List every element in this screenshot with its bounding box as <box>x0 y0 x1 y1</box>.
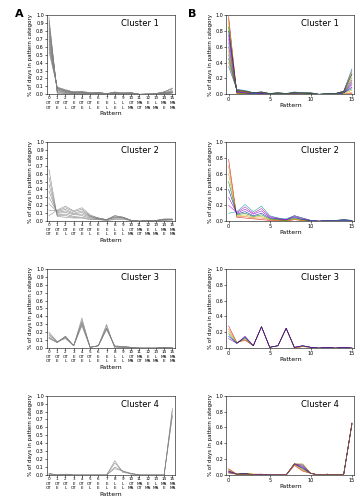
X-axis label: Pattern: Pattern <box>279 230 301 235</box>
Text: Cluster 2: Cluster 2 <box>301 146 338 155</box>
Text: Cluster 3: Cluster 3 <box>301 273 339 282</box>
Text: A: A <box>14 8 23 18</box>
X-axis label: Pattern: Pattern <box>279 358 301 362</box>
Y-axis label: % of days in pattern category: % of days in pattern category <box>28 268 33 349</box>
Text: B: B <box>188 8 196 18</box>
Text: Cluster 3: Cluster 3 <box>121 273 159 282</box>
Text: Cluster 1: Cluster 1 <box>121 19 159 28</box>
X-axis label: Pattern: Pattern <box>279 104 301 108</box>
X-axis label: Pattern: Pattern <box>100 492 122 496</box>
Y-axis label: % of days in pattern category: % of days in pattern category <box>208 394 213 476</box>
Text: Cluster 2: Cluster 2 <box>121 146 159 155</box>
Y-axis label: % of days in pattern category: % of days in pattern category <box>28 394 33 476</box>
Y-axis label: % of days in pattern category: % of days in pattern category <box>28 140 33 222</box>
Text: Cluster 1: Cluster 1 <box>301 19 338 28</box>
X-axis label: Pattern: Pattern <box>100 111 122 116</box>
X-axis label: Pattern: Pattern <box>100 238 122 243</box>
X-axis label: Pattern: Pattern <box>279 484 301 489</box>
X-axis label: Pattern: Pattern <box>100 365 122 370</box>
Text: Cluster 4: Cluster 4 <box>301 400 338 408</box>
Y-axis label: % of days in pattern category: % of days in pattern category <box>208 140 213 222</box>
Y-axis label: % of days in pattern category: % of days in pattern category <box>28 14 33 96</box>
Text: Cluster 4: Cluster 4 <box>121 400 159 408</box>
Y-axis label: % of days in pattern category: % of days in pattern category <box>208 14 213 96</box>
Y-axis label: % of days in pattern category: % of days in pattern category <box>208 268 213 349</box>
